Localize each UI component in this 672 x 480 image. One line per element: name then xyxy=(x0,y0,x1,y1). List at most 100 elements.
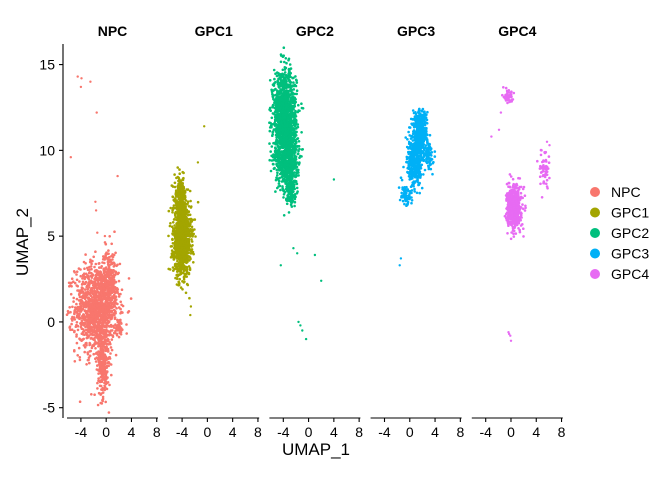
point xyxy=(279,103,282,106)
point xyxy=(97,391,101,395)
point xyxy=(89,302,93,306)
point xyxy=(182,211,186,215)
point xyxy=(178,243,182,247)
point xyxy=(94,326,97,329)
point xyxy=(286,119,289,122)
point xyxy=(71,319,74,322)
point xyxy=(78,337,81,341)
point xyxy=(112,278,116,282)
point xyxy=(95,287,99,291)
point xyxy=(115,334,119,337)
point xyxy=(116,272,120,276)
point xyxy=(271,130,275,133)
point xyxy=(106,312,109,316)
point xyxy=(287,68,291,71)
point xyxy=(182,197,185,201)
point xyxy=(113,230,116,233)
point xyxy=(105,298,108,302)
point xyxy=(84,288,87,291)
point xyxy=(109,286,112,290)
point xyxy=(106,381,109,385)
point xyxy=(281,80,285,84)
point xyxy=(272,68,276,72)
point xyxy=(104,335,107,339)
point xyxy=(105,387,109,391)
point xyxy=(75,297,79,301)
point xyxy=(94,312,97,315)
point xyxy=(86,276,90,280)
point xyxy=(189,313,192,317)
point xyxy=(169,245,173,248)
point xyxy=(186,200,190,203)
point xyxy=(291,95,294,98)
point xyxy=(284,93,287,96)
point xyxy=(68,285,71,288)
point xyxy=(96,403,100,407)
point xyxy=(98,350,101,354)
point xyxy=(186,202,189,206)
point xyxy=(83,277,86,281)
point xyxy=(301,107,305,110)
point xyxy=(189,305,193,308)
point xyxy=(97,308,100,311)
point xyxy=(176,212,180,216)
point xyxy=(95,351,98,355)
point xyxy=(80,291,83,294)
point xyxy=(90,271,93,275)
point xyxy=(98,379,102,383)
point xyxy=(103,282,106,286)
point xyxy=(86,268,90,272)
point xyxy=(300,102,303,105)
point xyxy=(288,115,292,118)
point xyxy=(179,262,182,266)
point xyxy=(86,291,89,295)
point xyxy=(113,264,117,267)
point xyxy=(105,282,109,286)
point xyxy=(104,276,108,280)
point xyxy=(103,316,106,320)
point xyxy=(103,388,106,392)
point xyxy=(276,171,279,174)
point xyxy=(283,60,286,64)
point xyxy=(176,229,179,232)
point xyxy=(181,266,185,270)
point xyxy=(103,234,107,238)
point xyxy=(279,98,283,102)
point xyxy=(105,345,108,349)
point xyxy=(92,329,95,333)
point xyxy=(79,274,82,278)
point xyxy=(113,317,117,321)
point xyxy=(179,204,182,207)
point xyxy=(110,309,114,313)
point xyxy=(269,169,273,173)
point xyxy=(86,293,89,297)
point xyxy=(81,296,84,300)
point xyxy=(290,112,293,116)
point xyxy=(289,109,292,113)
point xyxy=(170,254,174,258)
point xyxy=(182,260,185,264)
point xyxy=(88,361,91,365)
point xyxy=(72,296,75,300)
point xyxy=(185,265,189,269)
point xyxy=(103,333,106,337)
point xyxy=(273,128,277,131)
point xyxy=(284,128,288,131)
point xyxy=(270,126,273,129)
point xyxy=(181,225,184,229)
point xyxy=(167,267,170,271)
point xyxy=(97,345,100,348)
point xyxy=(113,270,117,273)
panel-gpc2: GPC2-4 0 4 8 xyxy=(268,23,363,440)
point xyxy=(179,269,182,273)
point xyxy=(178,245,181,249)
point xyxy=(85,318,88,322)
point xyxy=(185,188,188,191)
point xyxy=(119,300,122,304)
point xyxy=(282,75,286,79)
point xyxy=(102,313,105,317)
point xyxy=(71,305,74,309)
point xyxy=(120,322,123,325)
point xyxy=(172,204,176,207)
point xyxy=(283,71,287,74)
